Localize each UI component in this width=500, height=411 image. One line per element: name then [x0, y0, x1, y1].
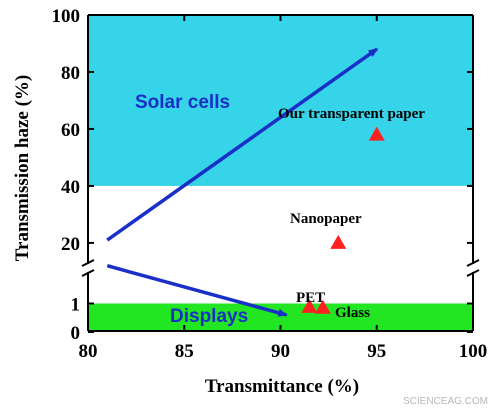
watermark: SCIENCEAG.COM	[403, 396, 488, 407]
labels: Solar cells Displays Our transparent paper…	[135, 92, 425, 327]
y-tick-label: 100	[52, 6, 81, 27]
data-point-marker	[301, 298, 318, 313]
data-point-label: Glass	[335, 305, 370, 321]
arrow-2	[106, 264, 289, 317]
axis-break-mark	[466, 269, 480, 277]
axis-break-mark	[81, 269, 95, 277]
axis-break-mark	[81, 259, 95, 267]
data-point-marker	[368, 126, 385, 141]
markers	[301, 126, 385, 314]
y-tick-label: 80	[61, 63, 80, 84]
data-point-marker	[330, 234, 347, 249]
data-point-label: PET	[296, 290, 325, 306]
axis-break-mark	[466, 259, 480, 267]
y-tick-label: 20	[61, 234, 80, 255]
x-tick-label: 85	[175, 341, 194, 362]
ticks: 80 85 90 95 100 20 40 60 80 100 0 1	[52, 6, 488, 362]
y-axis-title: Transmission haze (%)	[12, 75, 33, 261]
y-tick-label: 60	[61, 120, 80, 141]
x-tick-label: 95	[367, 341, 386, 362]
x-tick-label: 80	[79, 341, 98, 362]
arrow-1	[106, 47, 379, 242]
y-tick-label: 1	[71, 295, 81, 316]
regions	[88, 15, 473, 332]
y-tick-label: 40	[61, 177, 80, 198]
arrows	[106, 47, 379, 317]
region-solar-cells	[88, 15, 473, 186]
data-point-marker	[314, 299, 331, 314]
data-point-label: Our transparent paper	[278, 106, 425, 122]
x-axis-title: Transmittance (%)	[205, 376, 359, 397]
y-tick-label: 0	[71, 323, 81, 344]
region-label-solar-cells: Solar cells	[135, 92, 230, 113]
x-tick-label: 90	[271, 341, 290, 362]
axis-titles: Transmittance (%) Transmission haze (%)	[12, 75, 359, 397]
data-point-label: Nanopaper	[290, 211, 362, 227]
region-label-displays: Displays	[170, 306, 248, 327]
x-tick-label: 100	[459, 341, 488, 362]
